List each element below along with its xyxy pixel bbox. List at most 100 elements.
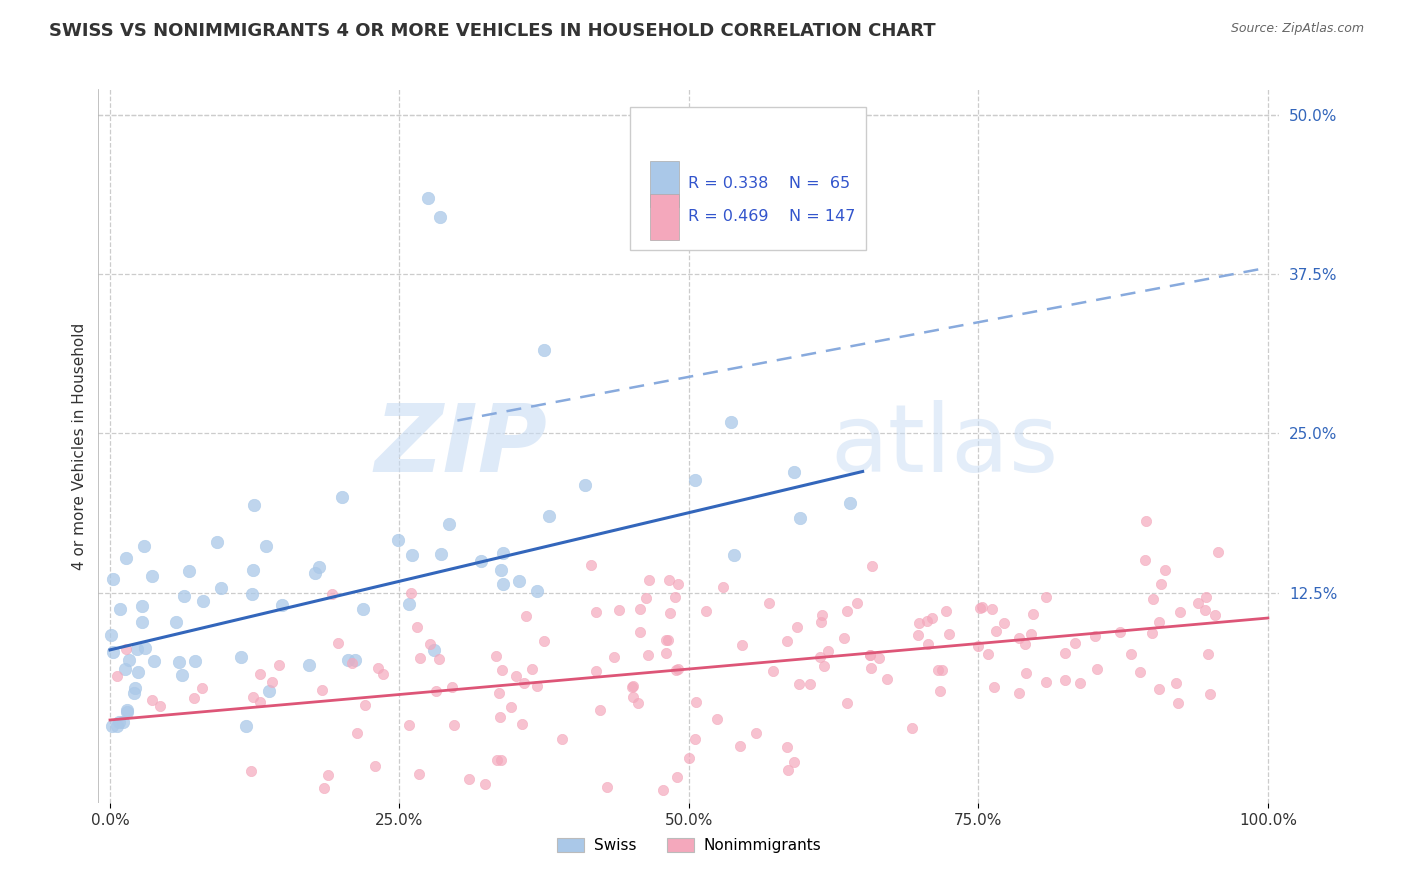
Point — [127, 665, 149, 680]
Point — [131, 599, 153, 614]
Point — [328, 636, 350, 650]
Point — [664, 590, 686, 604]
Point — [406, 620, 429, 634]
Point — [107, 719, 129, 733]
Point — [628, 601, 651, 615]
Point — [637, 648, 659, 663]
Point — [209, 581, 232, 595]
Point — [408, 650, 430, 665]
Point — [207, 534, 229, 549]
Point — [977, 647, 1000, 661]
Point — [387, 533, 409, 548]
Point — [993, 615, 1015, 630]
Point — [492, 546, 515, 560]
Point — [1167, 696, 1189, 710]
Point — [1007, 631, 1029, 645]
Point — [141, 569, 163, 583]
Point — [271, 598, 294, 612]
Point — [191, 681, 214, 695]
Point — [1208, 545, 1230, 559]
Point — [745, 726, 768, 740]
Point — [603, 649, 626, 664]
Point — [860, 661, 883, 675]
Point — [489, 710, 512, 724]
Text: atlas: atlas — [831, 400, 1059, 492]
Point — [108, 714, 131, 729]
Point — [304, 566, 326, 580]
Point — [267, 658, 290, 673]
Point — [654, 633, 676, 648]
Point — [731, 638, 754, 652]
Point — [787, 676, 810, 690]
Point — [579, 558, 602, 572]
Point — [425, 684, 447, 698]
Point — [398, 597, 420, 611]
Point — [901, 721, 924, 735]
Point — [1119, 647, 1142, 661]
FancyBboxPatch shape — [630, 107, 866, 250]
Point — [249, 695, 271, 709]
Point — [969, 600, 991, 615]
Point — [758, 596, 780, 610]
Point — [1064, 636, 1087, 650]
Point — [515, 609, 537, 624]
Point — [596, 780, 619, 794]
Point — [966, 639, 988, 653]
Point — [485, 649, 508, 664]
Point — [655, 646, 678, 660]
Point — [859, 648, 882, 663]
Point — [1187, 596, 1209, 610]
Text: Source: ZipAtlas.com: Source: ZipAtlas.com — [1230, 22, 1364, 36]
Point — [876, 672, 898, 686]
Point — [1022, 607, 1045, 621]
Point — [720, 415, 742, 429]
Point — [1084, 629, 1107, 643]
Point — [832, 631, 855, 645]
Point — [330, 490, 353, 504]
Point — [1129, 665, 1152, 679]
Point — [658, 573, 681, 587]
Point — [1142, 625, 1164, 640]
Point — [149, 699, 172, 714]
Point — [695, 604, 717, 618]
Point — [1147, 681, 1170, 696]
Point — [762, 665, 785, 679]
Point — [574, 478, 596, 492]
Point — [114, 551, 136, 566]
Point — [419, 637, 441, 651]
Point — [813, 658, 835, 673]
Point — [1147, 615, 1170, 630]
Point — [621, 681, 644, 695]
Point — [860, 559, 883, 574]
Point — [1008, 686, 1031, 700]
Point — [638, 573, 661, 587]
Point — [141, 693, 163, 707]
Point — [488, 686, 510, 700]
Point — [585, 664, 607, 678]
Point — [100, 628, 122, 642]
Point — [970, 599, 993, 614]
Point — [257, 684, 280, 698]
FancyBboxPatch shape — [650, 161, 679, 207]
Point — [981, 602, 1004, 616]
Text: R = 0.469    N = 147: R = 0.469 N = 147 — [688, 210, 855, 225]
Point — [711, 580, 734, 594]
Point — [666, 577, 689, 591]
Point — [510, 717, 533, 731]
Text: R = 0.338    N =  65: R = 0.338 N = 65 — [688, 176, 849, 191]
Point — [1108, 625, 1130, 640]
Point — [429, 210, 451, 224]
Point — [364, 759, 387, 773]
Point — [1199, 687, 1222, 701]
Point — [457, 772, 479, 786]
Point — [239, 764, 262, 778]
Point — [117, 703, 139, 717]
Point — [344, 653, 367, 667]
Point — [1150, 576, 1173, 591]
Point — [177, 564, 200, 578]
Point — [131, 615, 153, 629]
Point — [134, 640, 156, 655]
Point — [101, 645, 124, 659]
Point — [782, 756, 804, 770]
Point — [318, 768, 340, 782]
